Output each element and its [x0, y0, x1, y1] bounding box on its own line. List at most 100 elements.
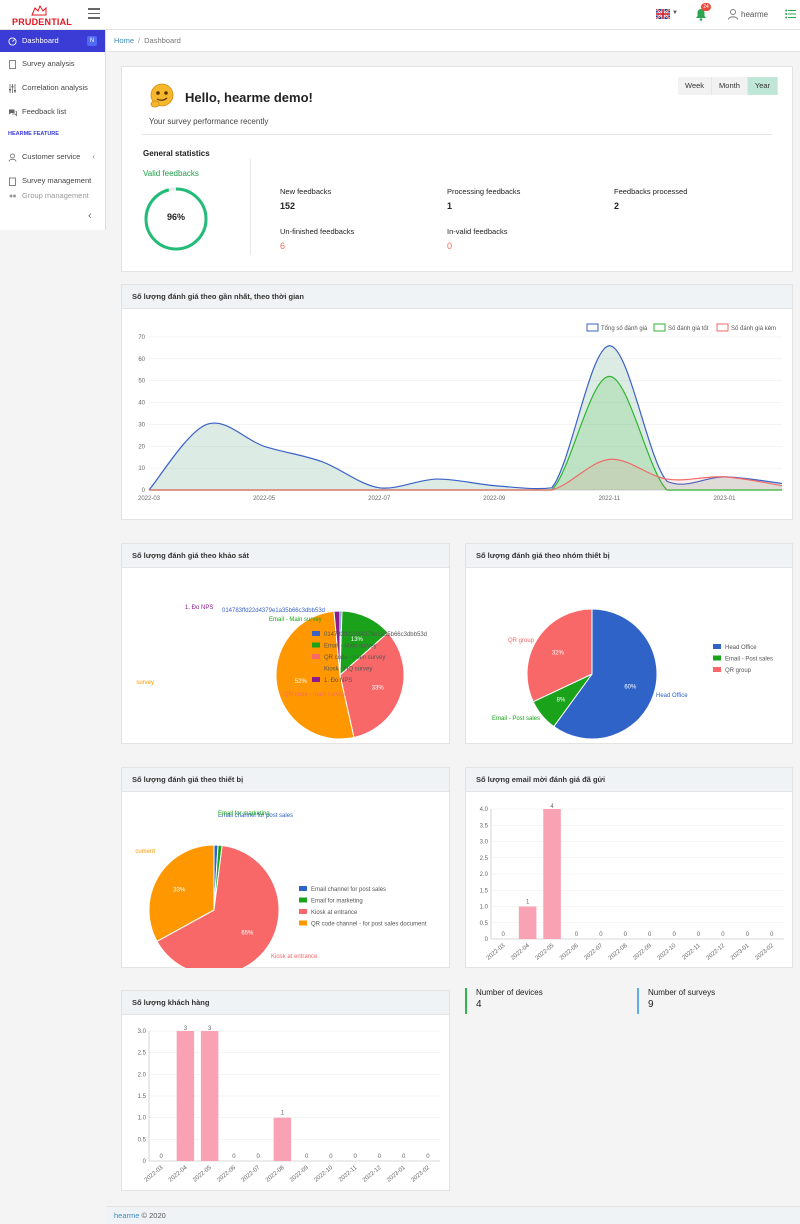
legend-label: Email - Post sales [725, 657, 773, 663]
x-tick-label: 2022-04 [168, 1165, 189, 1184]
bell-icon[interactable] [695, 8, 707, 21]
legend-swatch [312, 677, 320, 682]
legend-swatch [299, 897, 307, 903]
sidebar-item-group-management[interactable]: Group management [0, 190, 105, 202]
card-title: Số lượng đánh giá theo nhóm thiết bị [466, 544, 792, 568]
stat-invalid-feedbacks: In-valid feedbacks 0 [447, 227, 507, 251]
sidebar-toggle-button[interactable] [88, 8, 100, 20]
pie-outer-label: 1. Đo NPS [185, 605, 213, 611]
y-tick-label: 1.5 [480, 888, 489, 894]
counter-value: 4 [476, 999, 482, 1010]
pie-slice-label: 32% [552, 650, 565, 656]
bar-data-label: 3 [208, 1026, 212, 1032]
uk-flag-icon[interactable] [656, 9, 670, 19]
legend-label: QR code channel - for post sales documen… [311, 922, 427, 928]
breadcrumb-home-link[interactable]: Home [114, 36, 135, 45]
pie-slice [339, 631, 405, 739]
bar [176, 1031, 195, 1161]
legend-label: Email - Main survey [324, 644, 377, 650]
bar-data-label: 0 [624, 932, 628, 938]
x-tick-label: 2023-02 [410, 1165, 431, 1184]
legend-swatch [299, 920, 307, 926]
thinking-emoji-icon [150, 83, 174, 108]
user-name: hearme [741, 10, 769, 19]
device-pie-chart: 65%33%Email channel for post salesEmail … [135, 811, 427, 968]
x-tick-label: 2022-09 [483, 496, 506, 502]
sidebar-item-feedback-list[interactable]: Feedback list [0, 101, 105, 123]
stat-value: 152 [280, 201, 296, 211]
pie-outer-label: Email channel for post sales [218, 813, 293, 819]
sidebar-item-correlation-analysis[interactable]: Correlation analysis [0, 77, 105, 99]
bar [273, 1117, 292, 1161]
x-tick-label: 2022-06 [559, 943, 580, 962]
device-group-pie-card: Số lượng đánh giá theo nhóm thiết bị 60%… [465, 543, 793, 744]
y-tick-label: 0 [485, 937, 489, 943]
pie-outer-label: Email - Main survey [269, 617, 322, 623]
legend-swatch [299, 886, 307, 891]
customer-bar-chart: 00.51.01.52.02.53.002022-0332022-0432022… [138, 1026, 440, 1184]
greeting-card: Hello, hearme demo! Your survey performa… [121, 66, 793, 272]
y-tick-label: 0 [142, 488, 146, 494]
bar-data-label: 0 [353, 1154, 357, 1160]
x-tick-label: 2022-05 [192, 1165, 213, 1184]
new-badge: N [87, 36, 97, 46]
timeline-chart: 0 10 20 30 40 50 60 70 2022-03 2022-05 2022-07 2022… [138, 323, 783, 502]
pie-slice-label: 8% [557, 698, 566, 704]
prudential-logo[interactable]: PRUDENTIAL [8, 4, 72, 27]
stat-label: Un-finished feedbacks [280, 227, 355, 236]
legend-swatch [713, 644, 721, 649]
stat-value: 0 [447, 241, 453, 251]
legend-swatch [312, 631, 320, 636]
collapse-sidebar-icon[interactable]: ‹ [88, 210, 92, 222]
sidebar-item-survey-analysis[interactable]: Survey analysis [0, 53, 105, 75]
series-line [149, 458, 783, 491]
device-pie-card: Số lượng đánh giá theo thiết bị 65% 33% Em… [121, 767, 450, 968]
stat-new-feedbacks: New feedbacks 152 [280, 187, 331, 211]
x-tick-label: 2023-01 [713, 496, 736, 502]
pie-slice [148, 844, 215, 942]
y-tick-label: 40 [138, 401, 145, 407]
x-tick-label: 2022-07 [241, 1165, 262, 1184]
card-title: Số lượng email mời đánh giá đã gửi [466, 768, 792, 792]
x-tick-label: 2022-08 [265, 1165, 286, 1184]
sidebar-item-survey-management[interactable]: Survey management [0, 170, 105, 192]
stat-label: In-valid feedbacks [447, 227, 508, 236]
sidebar-item-label: Group management [22, 191, 89, 200]
y-tick-label: 3.5 [480, 823, 489, 829]
y-tick-label: 1.5 [138, 1094, 147, 1100]
sidebar-item-customer-service[interactable]: Customer service ‹ [0, 146, 105, 168]
period-week-button[interactable]: Week [678, 77, 713, 95]
top-bar: PRUDENTIAL ▼ 24 hearme [0, 0, 800, 30]
valid-feedbacks-ring-fill [144, 187, 208, 251]
x-tick-label: 2022-07 [583, 943, 604, 962]
period-month-button[interactable]: Month [712, 77, 748, 95]
dashboard-icon [8, 37, 17, 46]
y-tick-label: 2.0 [138, 1072, 147, 1078]
x-tick-label: 2022-05 [253, 496, 276, 502]
x-tick-label: 2022-04 [510, 943, 531, 962]
email-bar-card: Số lượng email mời đánh giá đã gửi 0 0.5 1… [465, 767, 793, 968]
clipboard-icon [9, 177, 16, 186]
x-tick-label: 2022-08 [608, 943, 629, 962]
legend-label: Kiosk at entrance [311, 910, 358, 916]
language-caret-icon[interactable]: ▼ [672, 10, 678, 16]
pie-slice-label: 33% [372, 685, 385, 691]
sidebar-item-dashboard[interactable]: Dashboard N [0, 30, 105, 52]
stat-unfinished-feedbacks: Un-finished feedbacks 6 [280, 227, 354, 251]
list-menu-icon[interactable] [785, 9, 796, 19]
legend-swatch [312, 642, 320, 648]
card-title: Số lượng khách hàng [122, 991, 449, 1015]
y-tick-label: 1.0 [138, 1116, 147, 1122]
period-selector: Week Month Year [678, 77, 779, 95]
pie-outer-label: Email for marketing [218, 811, 270, 817]
survey-pie-card: Số lượng đánh giá theo khảo sát 13% 33% 52… [121, 543, 450, 744]
footer-brand-link[interactable]: hearme [114, 1211, 140, 1220]
bar-data-label: 1 [281, 1111, 285, 1117]
x-tick-label: 2022-03 [138, 496, 161, 502]
bar-data-label: 0 [648, 932, 652, 938]
y-tick-label: 70 [138, 335, 145, 341]
pie-outer-label: Email - Post sales [492, 716, 540, 722]
logo-mark-icon [31, 4, 47, 16]
period-year-button[interactable]: Year [747, 77, 779, 95]
notification-badge: 24 [701, 3, 711, 11]
